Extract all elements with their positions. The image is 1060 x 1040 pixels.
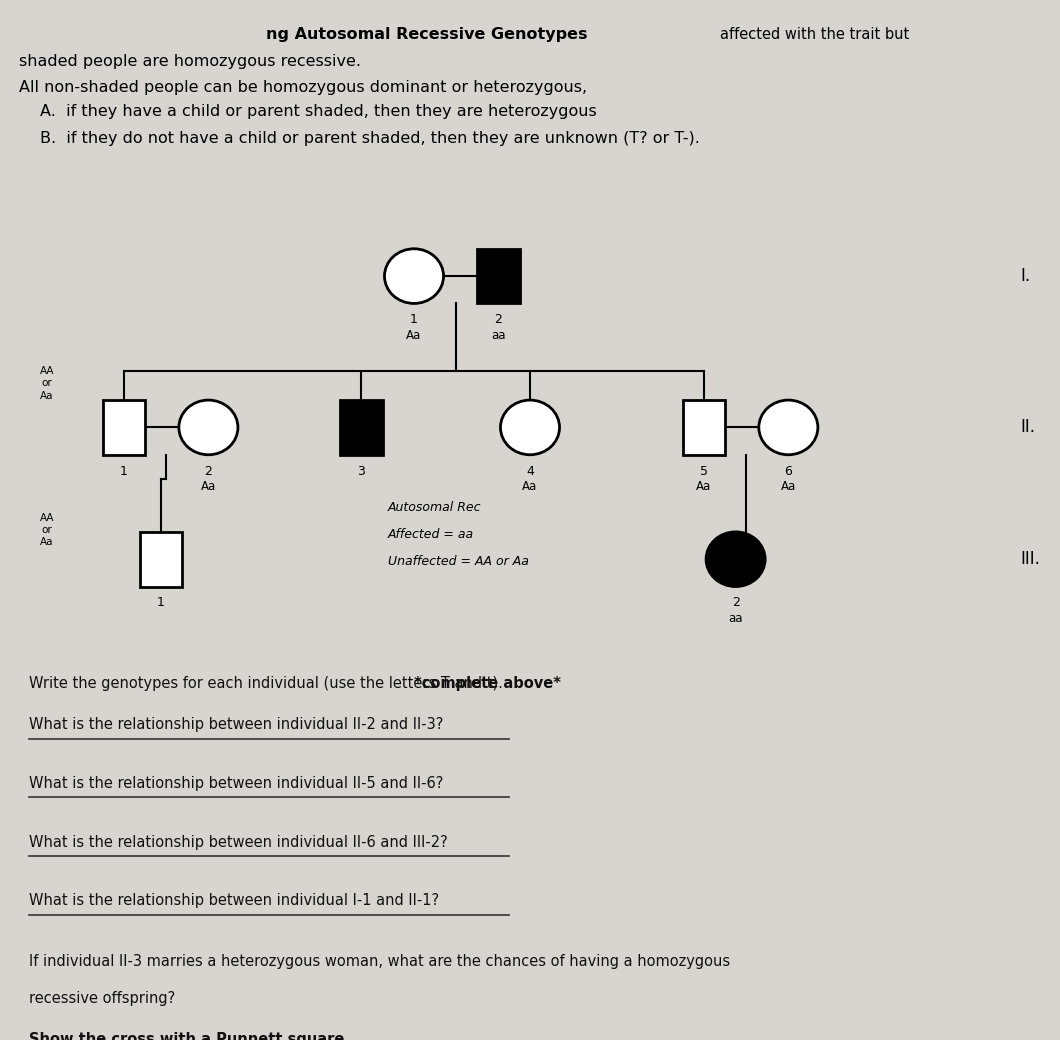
- Text: *complete above*: *complete above*: [414, 676, 561, 692]
- Text: If individual II-3 marries a heterozygous woman, what are the chances of having : If individual II-3 marries a heterozygou…: [29, 954, 730, 968]
- Circle shape: [385, 249, 443, 304]
- Text: Aa: Aa: [696, 480, 711, 493]
- Text: Aa: Aa: [781, 480, 796, 493]
- Text: shaded people are homozygous recessive.: shaded people are homozygous recessive.: [19, 53, 360, 69]
- Text: Show the cross with a Punnett square.: Show the cross with a Punnett square.: [29, 1032, 350, 1040]
- Text: 2: 2: [205, 465, 212, 477]
- Text: Autosomal Rec: Autosomal Rec: [388, 500, 481, 514]
- Circle shape: [179, 400, 237, 454]
- Text: What is the relationship between individual II-2 and II-3?: What is the relationship between individ…: [29, 718, 443, 732]
- Text: What is the relationship between individual II-5 and II-6?: What is the relationship between individ…: [29, 776, 443, 791]
- FancyBboxPatch shape: [140, 531, 182, 587]
- Text: AA
or
Aa: AA or Aa: [40, 366, 54, 400]
- Text: Aa: Aa: [200, 480, 216, 493]
- Text: A.  if they have a child or parent shaded, then they are heterozygous: A. if they have a child or parent shaded…: [39, 104, 597, 120]
- Circle shape: [759, 400, 818, 454]
- Text: What is the relationship between individual I-1 and II-1?: What is the relationship between individ…: [29, 893, 439, 908]
- Text: 2: 2: [494, 313, 502, 327]
- Text: Unaffected = AA or Aa: Unaffected = AA or Aa: [388, 555, 529, 568]
- Text: 6: 6: [784, 465, 792, 477]
- Circle shape: [500, 400, 560, 454]
- Text: 5: 5: [700, 465, 708, 477]
- Text: recessive offspring?: recessive offspring?: [29, 991, 175, 1006]
- Text: Write the genotypes for each individual (use the letters T and t).: Write the genotypes for each individual …: [29, 676, 508, 692]
- Text: I.: I.: [1021, 267, 1030, 285]
- Text: ng Autosomal Recessive Genotypes: ng Autosomal Recessive Genotypes: [266, 27, 588, 43]
- FancyBboxPatch shape: [340, 400, 383, 454]
- Text: All non-shaded people can be homozygous dominant or heterozygous,: All non-shaded people can be homozygous …: [19, 80, 587, 95]
- Text: aa: aa: [728, 612, 743, 625]
- Text: Affected = aa: Affected = aa: [388, 528, 474, 541]
- Text: affected with the trait but: affected with the trait but: [720, 27, 909, 43]
- Circle shape: [706, 531, 765, 587]
- Text: II.: II.: [1021, 418, 1036, 437]
- Text: 1: 1: [410, 313, 418, 327]
- Text: Aa: Aa: [406, 329, 422, 342]
- Text: B.  if they do not have a child or parent shaded, then they are unknown (T? or T: B. if they do not have a child or parent…: [39, 131, 700, 146]
- Text: 1: 1: [157, 596, 165, 609]
- Text: Aa: Aa: [523, 480, 537, 493]
- Text: 1: 1: [120, 465, 128, 477]
- Text: What is the relationship between individual II-6 and III-2?: What is the relationship between individ…: [29, 834, 448, 850]
- Text: AA
or
Aa: AA or Aa: [40, 513, 54, 547]
- Text: 4: 4: [526, 465, 534, 477]
- Text: III.: III.: [1021, 550, 1040, 568]
- FancyBboxPatch shape: [477, 249, 519, 304]
- Text: aa: aa: [491, 329, 506, 342]
- FancyBboxPatch shape: [683, 400, 725, 454]
- FancyBboxPatch shape: [103, 400, 145, 454]
- Text: 2: 2: [731, 596, 740, 609]
- Text: 3: 3: [357, 465, 366, 477]
